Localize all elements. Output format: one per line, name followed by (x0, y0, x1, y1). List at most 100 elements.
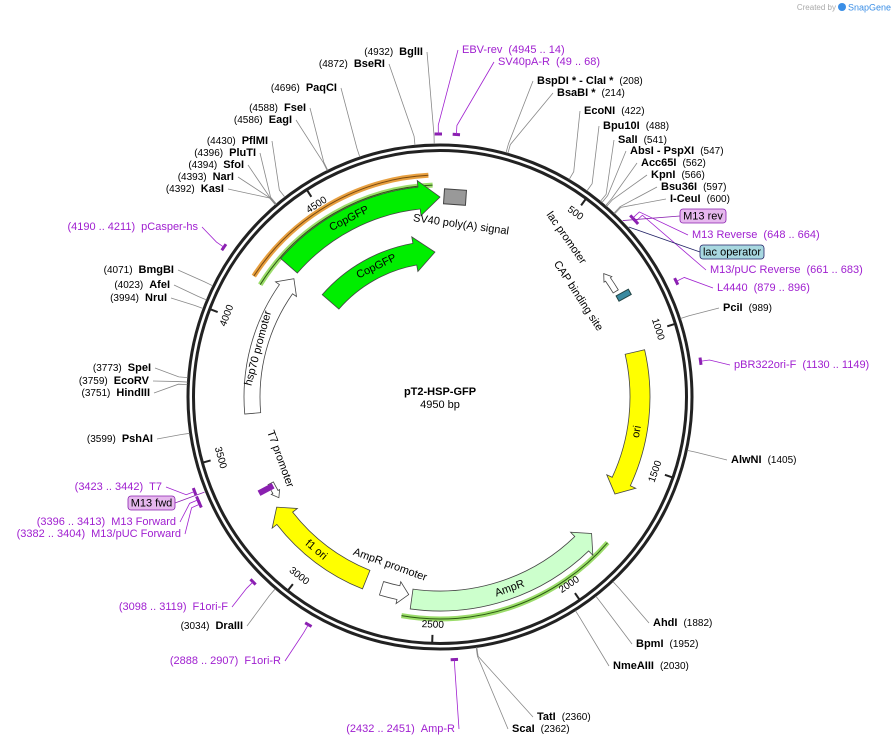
site-label: (4872) BseRI (319, 58, 385, 70)
site-label-part: ScaI (512, 723, 535, 735)
site-label-part: BseRI (354, 58, 385, 70)
site-label: AbsI - PspXI (547) (630, 145, 724, 157)
site-label: (4430) PflMI (207, 135, 268, 147)
site-label-part: AfeI (149, 279, 170, 291)
site-leader (601, 150, 627, 203)
site-label-part: BglII (399, 46, 423, 58)
credit: Created by (797, 3, 836, 12)
primer-label-part: M13 Forward (111, 516, 176, 528)
site-label-part: (989) (749, 303, 772, 314)
site-label: AlwNI (1405) (731, 454, 796, 466)
site-leader (612, 581, 650, 624)
primer-mark (195, 495, 201, 504)
site-label: (4394) SfoI (188, 159, 244, 171)
site-label-part: KpnI (651, 169, 675, 181)
primer-label-part: pBR322ori-F (734, 359, 797, 371)
site-label-part: (2360) (562, 712, 591, 723)
site-label-part: Bsu36I (661, 181, 697, 193)
primer-label-part: EBV-rev (462, 44, 503, 56)
primer-label-part: SV40pA-R (498, 56, 550, 68)
site-label-part: KasI (201, 183, 224, 195)
site-label-part: (3994) (110, 293, 139, 304)
site-leader (575, 610, 610, 667)
site-label: BsaBI * (214) (557, 87, 625, 99)
primer-label: (3382 .. 3404) M13/pUC Forward (17, 528, 181, 540)
primer-label: L4440 (879 .. 896) (717, 282, 810, 294)
brand-icon (838, 3, 846, 11)
site-label-part: (4394) (188, 160, 217, 171)
site-label-part: (4872) (319, 59, 348, 70)
site-label-part: PaqCI (306, 82, 337, 94)
primer-label: (4190 .. 4211) pCasper-hs (67, 221, 198, 233)
site-label: BspDI * - ClaI * (208) (537, 75, 643, 87)
site-label: ScaI (2362) (512, 723, 570, 735)
site-label: (4392) KasI (166, 183, 224, 195)
site-label: KpnI (566) (651, 169, 705, 181)
site-label: (3773) SpeI (93, 362, 151, 374)
site-label-part: SfoI (223, 159, 244, 171)
site-leader (614, 198, 667, 215)
primer-leader (184, 503, 200, 535)
primer-label-part: F1ori-F (193, 601, 229, 613)
feature-arrow (271, 506, 371, 590)
primer-label-part: (1130 .. 1149) (802, 359, 869, 371)
feature-box (442, 188, 468, 206)
primer-mark (220, 243, 228, 252)
site-label: (3751) HindIII (81, 387, 150, 399)
site-label: EcoNI (422) (584, 105, 645, 117)
label-box (699, 244, 765, 260)
primer-label: pBR322ori-F (1130 .. 1149) (734, 359, 869, 371)
site-leader (173, 284, 207, 301)
feature-arrow (605, 349, 651, 495)
tick-label: 1500 (647, 459, 665, 484)
feature-arrow (409, 531, 594, 612)
site-label-part: (597) (703, 182, 726, 193)
site-label-part: PflMI (242, 135, 268, 147)
site-label-part: PshAI (122, 433, 153, 445)
tick-label: 500 (565, 204, 585, 223)
site-leader (237, 176, 276, 205)
site-label-part: EcoNI (584, 105, 615, 117)
site-label-part: (3751) (81, 388, 110, 399)
site-leader (507, 92, 554, 154)
feature-label: CAP binding site (551, 259, 605, 334)
band (259, 184, 433, 285)
box-leader (622, 215, 681, 221)
site-label-part: (4588) (249, 103, 278, 114)
primer-mark (673, 277, 680, 286)
primer-leader (676, 277, 714, 289)
feature-arrow (321, 236, 436, 310)
site-label: NmeAIII (2030) (613, 660, 689, 672)
primer-label-part: Amp-R (421, 723, 455, 735)
site-label-part: (214) (602, 88, 625, 99)
site-label-part: (208) (619, 76, 642, 87)
primer-label-part: (2432 .. 2451) (346, 723, 415, 735)
site-label-part: (566) (681, 170, 704, 181)
primer-label: (3396 .. 3413) M13 Forward (37, 516, 176, 528)
primer-leader (700, 359, 731, 366)
site-label-part: SpeI (128, 362, 151, 374)
site-leader (687, 449, 728, 461)
site-label-part: (547) (700, 146, 723, 157)
site-leader (606, 174, 648, 207)
tick-label: 2500 (421, 619, 444, 631)
primer-label-part: (661 .. 683) (806, 264, 862, 276)
primer-label-part: (3423 .. 3442) (75, 481, 144, 493)
site-label-part: BmgBI (139, 264, 174, 276)
site-label: AhdI (1882) (653, 617, 712, 629)
site-label-part: AbsI - PspXI (630, 145, 694, 157)
label-box (679, 208, 727, 224)
primer-leader (455, 61, 495, 135)
tick (306, 189, 313, 198)
site-label-part: (488) (646, 121, 669, 132)
site-leader (259, 152, 277, 205)
site-label: (3599) PshAI (87, 433, 153, 445)
outer-ring (186, 143, 694, 651)
site-label-part: NarI (213, 171, 234, 183)
primer-label: EBV-rev (4945 .. 14) (462, 44, 565, 56)
site-label-part: HindIII (116, 387, 150, 399)
site-label-part: EagI (269, 114, 292, 126)
band (253, 174, 429, 277)
tick (287, 583, 294, 591)
box-label: M13 fwd (131, 497, 173, 509)
